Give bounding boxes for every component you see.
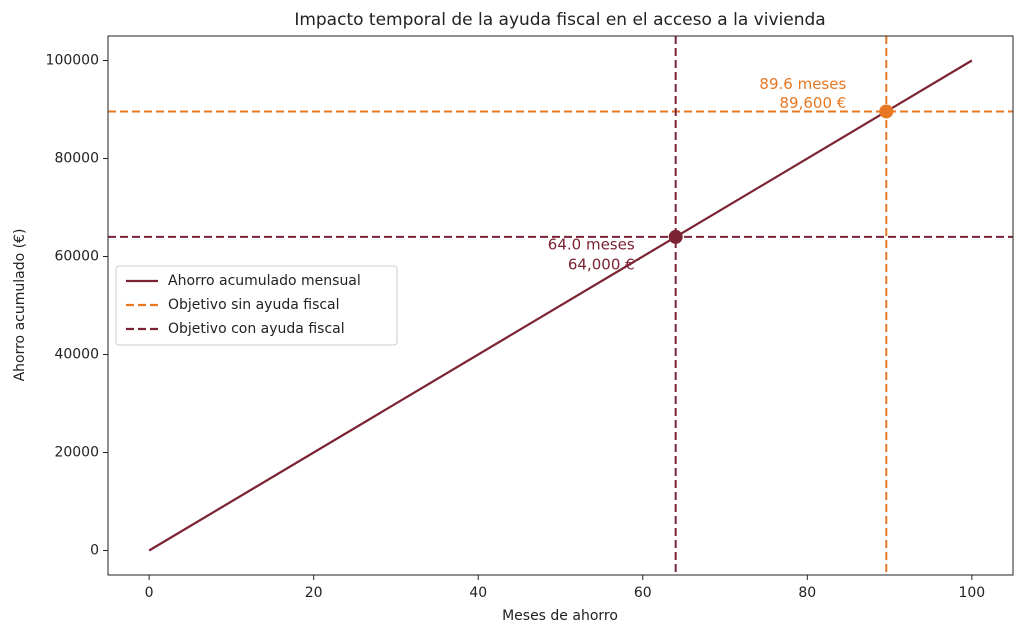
legend-label: Objetivo con ayuda fiscal [168,321,345,337]
y-tick-label: 80000 [54,151,99,167]
plot-frame [107,35,1014,576]
legend-box [115,265,398,346]
target-point [879,104,894,119]
target-point [668,229,683,244]
data-line [148,59,973,552]
y-tick-label: 100000 [46,53,99,69]
chart-title: Impacto temporal de la ayuda fiscal en e… [294,10,825,30]
x-tick-label: 40 [469,585,487,601]
annotation: 89.6 meses [759,75,846,93]
y-axis-label: Ahorro acumulado (€) [12,229,28,382]
legend-label: Ahorro acumulado mensual [168,273,361,289]
legend-label: Objetivo sin ayuda fiscal [168,297,340,313]
x-tick-label: 20 [305,585,323,601]
annotation: 89,600 € [780,94,847,112]
y-tick-label: 20000 [54,445,99,461]
x-tick-label: 60 [634,585,652,601]
y-tick-label: 40000 [54,347,99,363]
x-axis-label: Meses de ahorro [502,608,618,624]
x-tick-label: 100 [958,585,985,601]
x-tick-label: 0 [145,585,154,601]
y-tick-label: 0 [90,543,99,559]
x-tick-label: 80 [798,585,816,601]
annotation: 64,000 € [568,255,635,273]
y-tick-label: 60000 [54,249,99,265]
annotation: 64.0 meses [548,235,635,253]
